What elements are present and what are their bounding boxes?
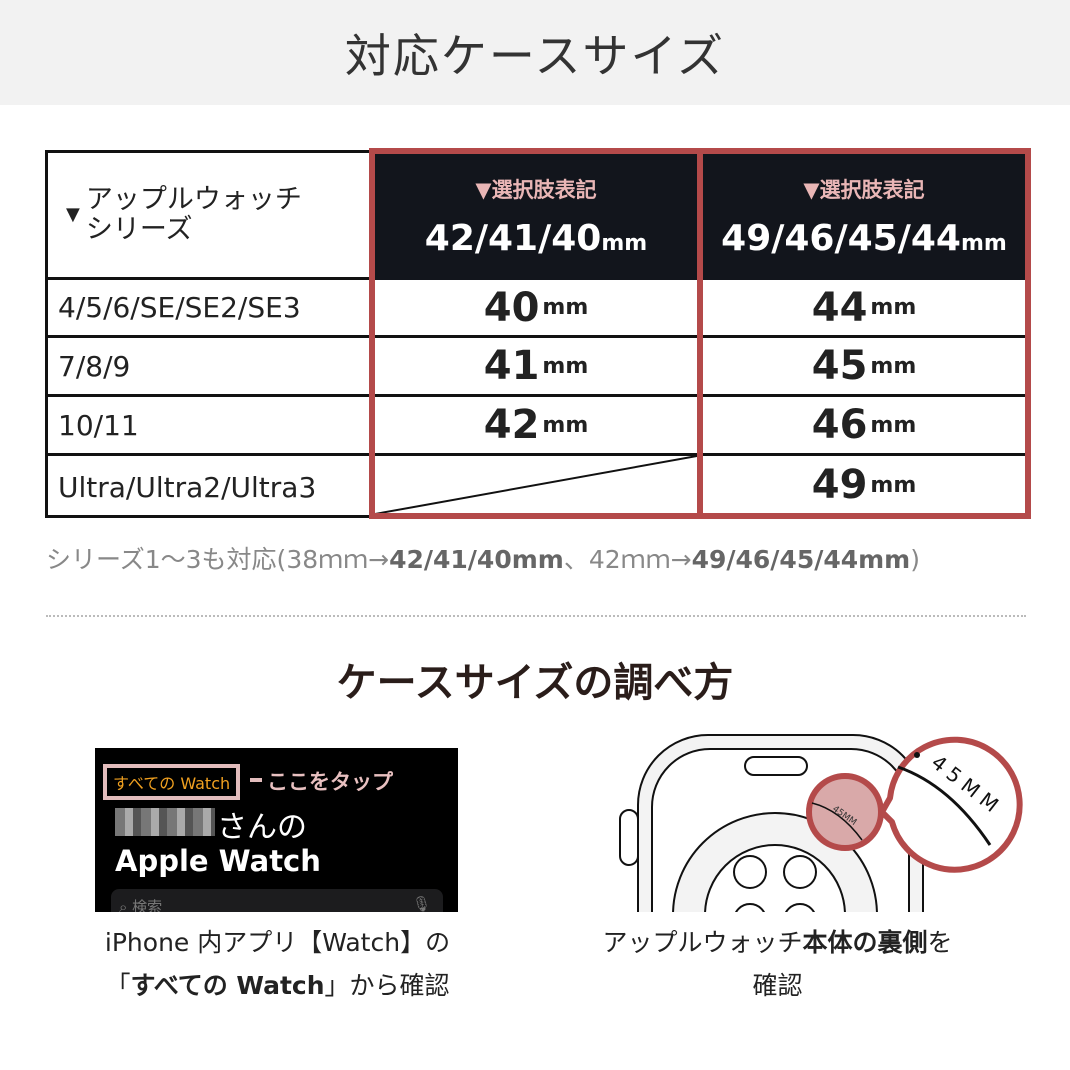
section-title: ケースサイズの調べ方	[336, 660, 734, 706]
header-value: 49/46/45/44	[721, 218, 961, 259]
size-value: 44	[811, 284, 868, 331]
table-frame	[45, 150, 375, 518]
tap-here-label: ここをタップ	[267, 770, 393, 794]
corner-line2: シリーズ	[85, 214, 193, 245]
size-unit: mm	[870, 295, 917, 320]
corner-line1: アップルウォッチ	[85, 184, 302, 216]
series-cell: 4/5/6/SE/SE2/SE3	[48, 280, 370, 338]
dotted-divider	[46, 615, 1026, 617]
series-cell: 7/8/9	[48, 338, 370, 397]
size-cell: 42 mm	[375, 397, 697, 456]
size-value: 42	[483, 402, 540, 448]
callout-line	[250, 778, 262, 782]
app-title: Apple Watch	[115, 844, 321, 878]
size-cell: 44 mm	[703, 280, 1025, 338]
highlight-col-1	[369, 148, 703, 519]
size-value: 41	[483, 343, 540, 389]
header-unit: mm	[601, 231, 648, 256]
size-unit: mm	[542, 412, 589, 438]
series-cell: 10/11	[48, 397, 370, 456]
corner-header: ▼ アップルウォッチ シリーズ	[48, 153, 370, 280]
search-icon: ⌕	[119, 898, 133, 912]
triangle-down-icon: ▼	[66, 204, 80, 226]
iphone-screenshot: すべての Watch ここをタップ さんの Apple Watch ⌕ 検索 🎙	[95, 748, 458, 912]
size-unit: mm	[542, 353, 589, 379]
header-sub: ▼選択肢表記	[475, 178, 597, 202]
size-unit: mm	[870, 412, 917, 438]
header-value: 42/41/40	[424, 218, 602, 259]
size-value: 45	[811, 343, 868, 389]
header-sub: ▼選択肢表記	[803, 178, 925, 202]
watch-back-illustration: 45MM 45MM	[619, 734, 1023, 912]
size-cell: 49 mm	[703, 456, 1025, 514]
size-value: 49	[811, 462, 868, 508]
highlight-col-2	[697, 148, 1031, 519]
header-unit: mm	[960, 231, 1007, 256]
not-applicable-slash	[375, 456, 697, 514]
size-cell: 41 mm	[375, 338, 697, 397]
size-unit: mm	[542, 295, 589, 320]
size-cell: 46 mm	[703, 397, 1025, 456]
series-cell: Ultra/Ultra2/Ultra3	[58, 470, 317, 504]
size-value: 40	[483, 284, 540, 331]
caption-left: iPhone 内アプリ【Watch】の 「すべての Watch」から確認	[104, 928, 451, 1000]
compat-note: シリーズ1〜3も対応(38ｍｍ→42/41/40mm、42ｍｍ→49/46/45…	[46, 545, 920, 574]
owner-suffix: さんの	[217, 810, 307, 845]
blurred-name	[115, 808, 215, 836]
page-title: 対応ケースサイズ	[0, 0, 1070, 105]
header-col-2: ▼選択肢表記 49/46/45/44mm	[703, 153, 1025, 280]
size-cell: 45 mm	[703, 338, 1025, 397]
all-watch-label: すべての Watch	[103, 764, 241, 800]
header-col-1: ▼選択肢表記 42/41/40mm	[375, 153, 697, 280]
search-field: ⌕ 検索 🎙	[111, 889, 443, 912]
mic-icon: 🎙	[411, 895, 431, 912]
size-value: 46	[811, 402, 868, 448]
size-unit: mm	[870, 472, 917, 498]
caption-right: アップルウォッチ本体の裏側を 確認	[602, 928, 953, 1000]
size-cell: 40 mm	[375, 280, 697, 338]
size-unit: mm	[870, 353, 917, 379]
